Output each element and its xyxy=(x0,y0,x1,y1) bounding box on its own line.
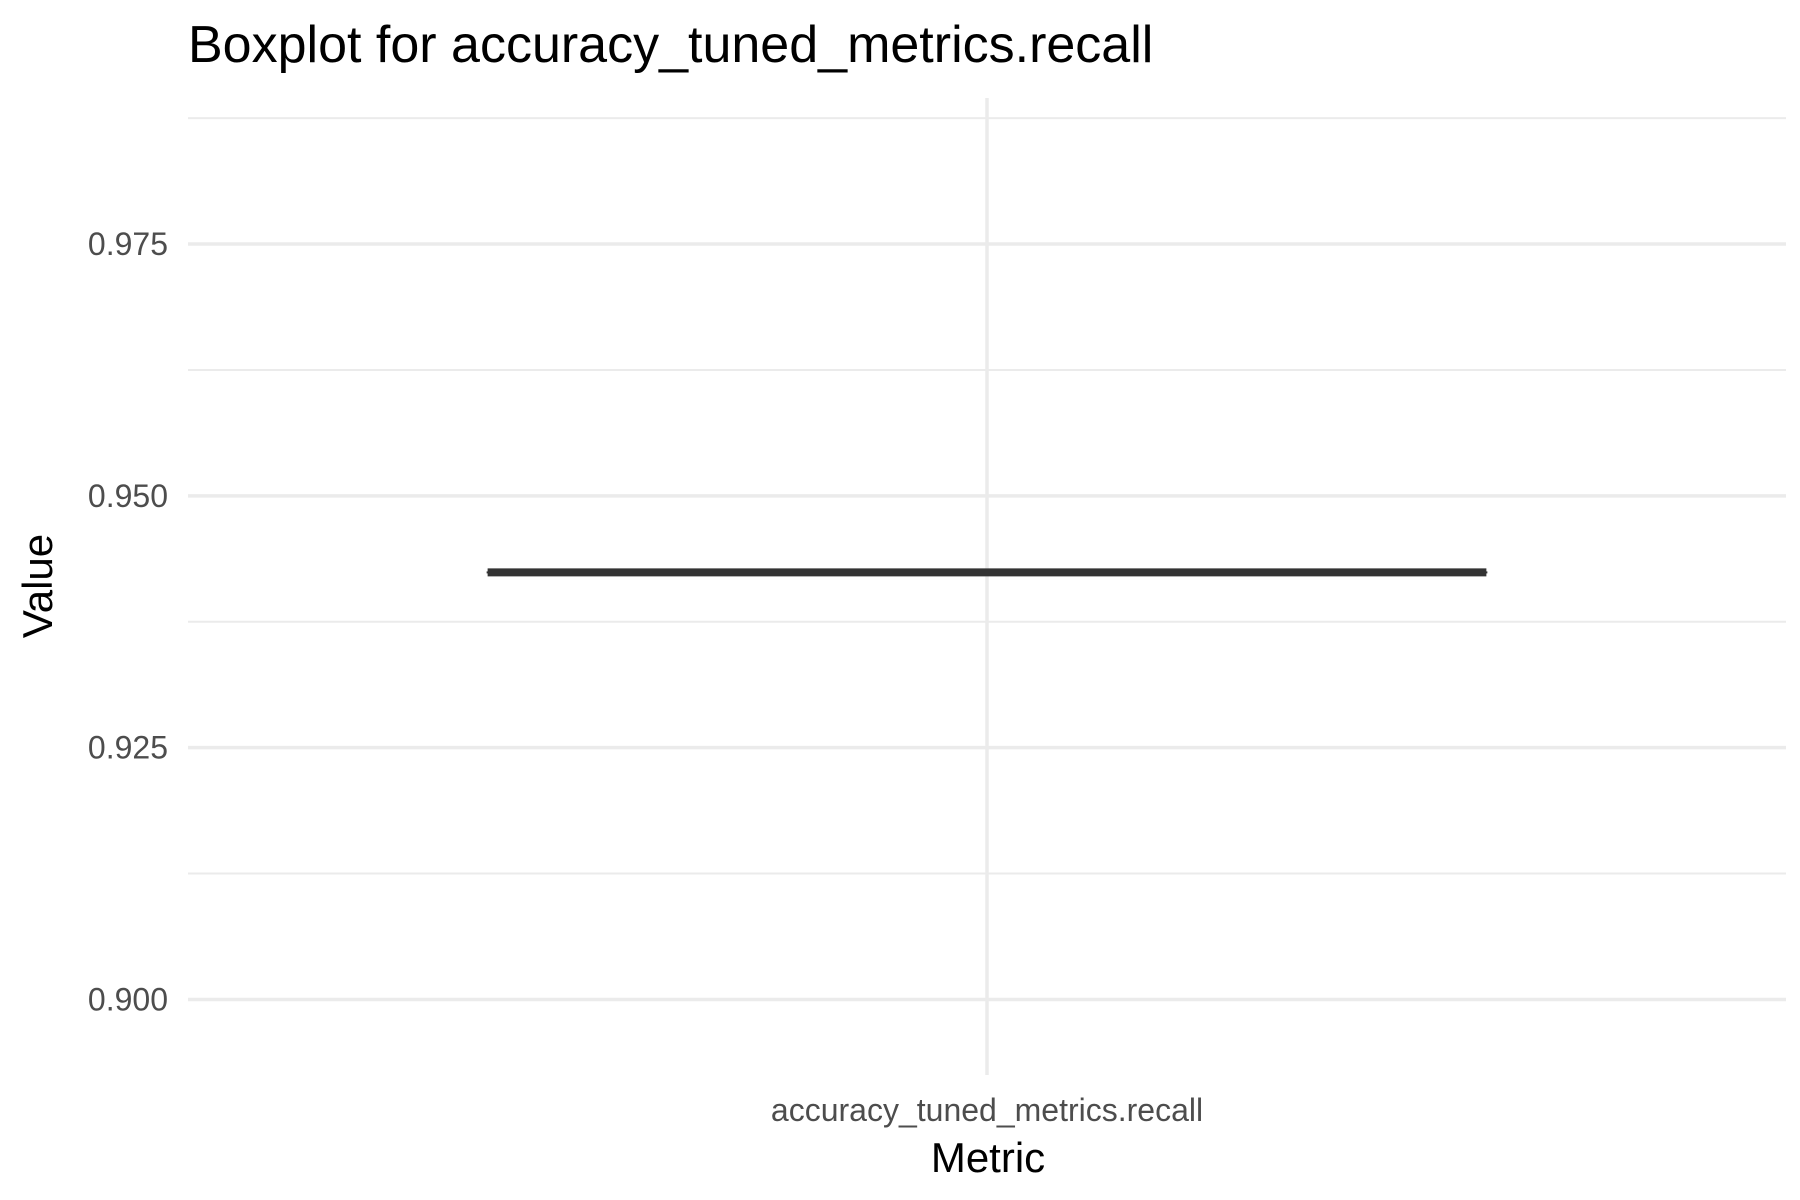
y-axis-title: Value xyxy=(14,534,61,638)
y-tick-label: 0.975 xyxy=(88,226,168,262)
x-tick-label: accuracy_tuned_metrics.recall xyxy=(771,1092,1203,1128)
y-tick-label: 0.950 xyxy=(88,478,168,514)
x-axis-title: Metric xyxy=(931,1134,1045,1181)
chart-title: Boxplot for accuracy_tuned_metrics.recal… xyxy=(188,16,1153,74)
y-tick-label: 0.925 xyxy=(88,730,168,766)
y-tick-label: 0.900 xyxy=(88,981,168,1017)
